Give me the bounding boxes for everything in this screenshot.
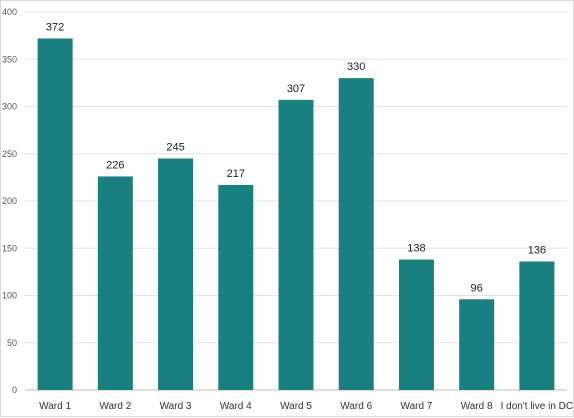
x-tick-label: Ward 8 [461, 401, 493, 412]
y-tick-label: 400 [2, 7, 17, 17]
x-tick-label: Ward 3 [160, 401, 192, 412]
y-tick-label: 250 [2, 149, 17, 159]
y-tick-label: 300 [2, 102, 17, 112]
bar [158, 158, 194, 390]
x-tick-label: Ward 5 [280, 401, 312, 412]
x-tick-label: Ward 7 [401, 401, 433, 412]
y-tick-label: 100 [2, 291, 17, 301]
data-label: 372 [46, 21, 64, 33]
y-tick-label: 50 [7, 338, 17, 348]
bars [37, 38, 555, 391]
y-tick-label: 0 [12, 385, 17, 395]
data-label: 245 [166, 141, 184, 153]
bar [218, 184, 254, 390]
bar [459, 299, 495, 390]
bar [398, 259, 434, 390]
y-axis-ticks: 0 50 100 150 200 250 300 350 400 [2, 7, 17, 395]
data-label: 226 [106, 159, 124, 171]
data-label: 330 [347, 61, 365, 73]
bar [519, 261, 555, 390]
y-tick-label: 200 [2, 196, 17, 206]
data-label: 307 [287, 83, 305, 95]
x-tick-label: I don't live in DC [501, 401, 574, 412]
bar [97, 176, 133, 390]
bar [278, 99, 314, 390]
x-tick-label: Ward 6 [340, 401, 372, 412]
x-tick-label: Ward 2 [99, 401, 131, 412]
bar [338, 78, 374, 391]
bar [37, 38, 73, 391]
data-label: 138 [407, 243, 425, 255]
x-tick-label: Ward 4 [220, 401, 252, 412]
y-tick-label: 150 [2, 243, 17, 253]
y-tick-label: 350 [2, 54, 17, 64]
data-labels: 372 226 245 217 307 330 138 96 136 [46, 21, 546, 294]
data-label: 96 [471, 282, 483, 294]
data-label: 136 [528, 244, 546, 256]
data-label: 217 [227, 168, 245, 180]
x-tick-label: Ward 1 [39, 401, 71, 412]
x-axis-ticks: Ward 1 Ward 2 Ward 3 Ward 4 Ward 5 Ward 6 Ward… [39, 401, 573, 412]
